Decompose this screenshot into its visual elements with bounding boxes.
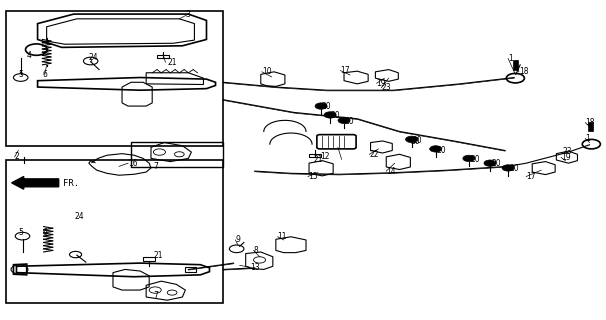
Text: 4: 4 bbox=[27, 51, 32, 60]
Circle shape bbox=[484, 160, 496, 166]
Text: 20: 20 bbox=[321, 102, 331, 111]
Text: 20: 20 bbox=[330, 111, 340, 120]
Bar bbox=[157, 55, 169, 59]
Circle shape bbox=[338, 117, 350, 124]
Text: 24: 24 bbox=[89, 53, 99, 62]
Text: 10: 10 bbox=[262, 67, 271, 76]
Text: 21: 21 bbox=[167, 58, 177, 67]
Text: 17: 17 bbox=[526, 172, 536, 181]
Text: 17: 17 bbox=[341, 66, 350, 75]
Bar bbox=[309, 154, 321, 157]
Bar bbox=[513, 60, 518, 69]
Text: 20: 20 bbox=[344, 117, 354, 126]
Text: 21: 21 bbox=[314, 155, 324, 164]
Text: 19: 19 bbox=[376, 79, 386, 88]
Text: 19: 19 bbox=[561, 153, 571, 162]
Text: 20: 20 bbox=[491, 159, 501, 168]
Text: 21: 21 bbox=[153, 251, 163, 260]
Text: 24: 24 bbox=[75, 212, 85, 221]
Text: 6: 6 bbox=[42, 70, 47, 79]
Circle shape bbox=[430, 146, 442, 152]
Text: 3: 3 bbox=[185, 10, 190, 19]
Circle shape bbox=[315, 103, 327, 109]
Text: 6: 6 bbox=[42, 228, 47, 237]
Text: 20: 20 bbox=[437, 146, 447, 155]
Circle shape bbox=[324, 112, 336, 118]
Text: 23: 23 bbox=[562, 147, 572, 156]
Text: 5: 5 bbox=[18, 70, 23, 79]
Text: 12: 12 bbox=[320, 152, 330, 161]
Bar bbox=[185, 267, 196, 272]
Text: 2: 2 bbox=[15, 152, 19, 161]
Text: 18: 18 bbox=[519, 67, 528, 76]
Text: 20: 20 bbox=[410, 137, 420, 146]
Bar bbox=[143, 257, 155, 261]
Text: 20: 20 bbox=[413, 136, 422, 146]
Circle shape bbox=[405, 136, 418, 142]
Text: 8: 8 bbox=[253, 246, 258, 255]
Text: 7: 7 bbox=[153, 162, 158, 171]
Text: 9: 9 bbox=[236, 236, 241, 244]
Text: 20: 20 bbox=[509, 164, 519, 173]
FancyArrow shape bbox=[12, 177, 59, 189]
Circle shape bbox=[463, 155, 475, 162]
Text: 11: 11 bbox=[278, 232, 287, 241]
Text: 5: 5 bbox=[18, 228, 23, 237]
Bar bbox=[588, 122, 593, 132]
Text: 20: 20 bbox=[471, 155, 481, 164]
Text: 18: 18 bbox=[585, 118, 595, 127]
Text: 14: 14 bbox=[386, 167, 396, 176]
Text: 1: 1 bbox=[508, 54, 513, 63]
Text: 13: 13 bbox=[250, 263, 259, 272]
Text: 15: 15 bbox=[308, 172, 318, 181]
Text: 23: 23 bbox=[381, 83, 391, 92]
Text: 1: 1 bbox=[585, 134, 590, 143]
Circle shape bbox=[502, 165, 514, 171]
Text: 22: 22 bbox=[369, 150, 379, 159]
Text: FR.: FR. bbox=[63, 179, 79, 188]
Text: 7: 7 bbox=[153, 291, 158, 300]
Text: 16: 16 bbox=[128, 159, 138, 168]
